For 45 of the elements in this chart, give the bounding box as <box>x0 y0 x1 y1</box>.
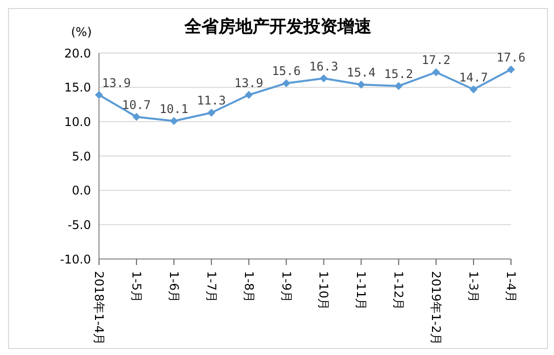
y-tick-label: 5.0 <box>72 149 91 164</box>
data-label: 17.2 <box>422 53 451 68</box>
y-tick-label: 20.0 <box>64 46 91 60</box>
y-tick-label: 15.0 <box>64 80 91 95</box>
data-label: 11.3 <box>196 94 226 108</box>
point <box>95 90 103 99</box>
x-tick-label: 1-9月 <box>279 271 294 303</box>
point <box>132 112 140 121</box>
point <box>394 82 403 90</box>
y-axis-title: (%) <box>71 25 92 39</box>
data-label: 15.2 <box>384 66 414 81</box>
x-tick-label: 1-5月 <box>129 271 144 303</box>
x-tick-label: 1-12月 <box>392 271 406 310</box>
point <box>207 108 216 117</box>
point <box>282 79 290 88</box>
point <box>507 65 515 74</box>
x-tick-label: 1-3月 <box>466 271 481 303</box>
point <box>170 116 178 125</box>
x-tick-label: 1-11月 <box>354 271 368 310</box>
x-tick-label: 1-8月 <box>242 271 256 303</box>
x-tick-label: 1-7月 <box>204 271 218 303</box>
point <box>244 90 253 99</box>
point <box>357 80 366 89</box>
data-label: 17.6 <box>496 50 526 64</box>
data-label: 10.7 <box>122 98 151 112</box>
y-tick-label: 10.0 <box>64 114 91 129</box>
x-tick-label: 1-6月 <box>166 271 181 303</box>
data-label: 16.3 <box>309 59 338 74</box>
point <box>320 74 328 82</box>
data-label: 15.4 <box>346 66 376 80</box>
chart-title: 全省房地产开发投资增速 <box>184 17 372 37</box>
data-label: 10.1 <box>159 102 188 116</box>
data-label: 13.9 <box>102 76 131 90</box>
x-tick-label: 1-4月 <box>504 271 518 303</box>
y-tick-label: -5.0 <box>68 218 91 232</box>
data-label: 15.6 <box>272 64 301 78</box>
data-label: 14.7 <box>459 70 488 84</box>
x-tick-label: 2019年1-2月 <box>429 271 444 346</box>
point <box>432 68 440 76</box>
y-tick-label: 0.0 <box>72 184 91 198</box>
x-tick-label: 1-10月 <box>316 271 331 310</box>
y-tick-label: -10.0 <box>60 252 91 266</box>
point <box>470 85 478 94</box>
data-label: 13.9 <box>234 76 264 90</box>
x-tick-label: 2018年1-4月 <box>92 271 106 346</box>
